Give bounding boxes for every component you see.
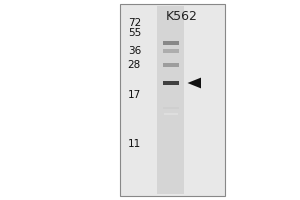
- Bar: [163, 81, 179, 85]
- Text: 55: 55: [128, 28, 141, 38]
- Text: 28: 28: [128, 60, 141, 70]
- Bar: [120, 4, 225, 196]
- Text: 17: 17: [128, 90, 141, 100]
- Bar: [164, 113, 178, 115]
- Text: 36: 36: [128, 46, 141, 56]
- Bar: [163, 41, 179, 45]
- Bar: [164, 107, 178, 109]
- Polygon shape: [188, 78, 201, 88]
- Text: 11: 11: [128, 139, 141, 149]
- Text: K562: K562: [166, 10, 197, 23]
- Text: 72: 72: [128, 18, 141, 28]
- Bar: [163, 63, 179, 67]
- Bar: [158, 6, 184, 194]
- Bar: [163, 49, 179, 53]
